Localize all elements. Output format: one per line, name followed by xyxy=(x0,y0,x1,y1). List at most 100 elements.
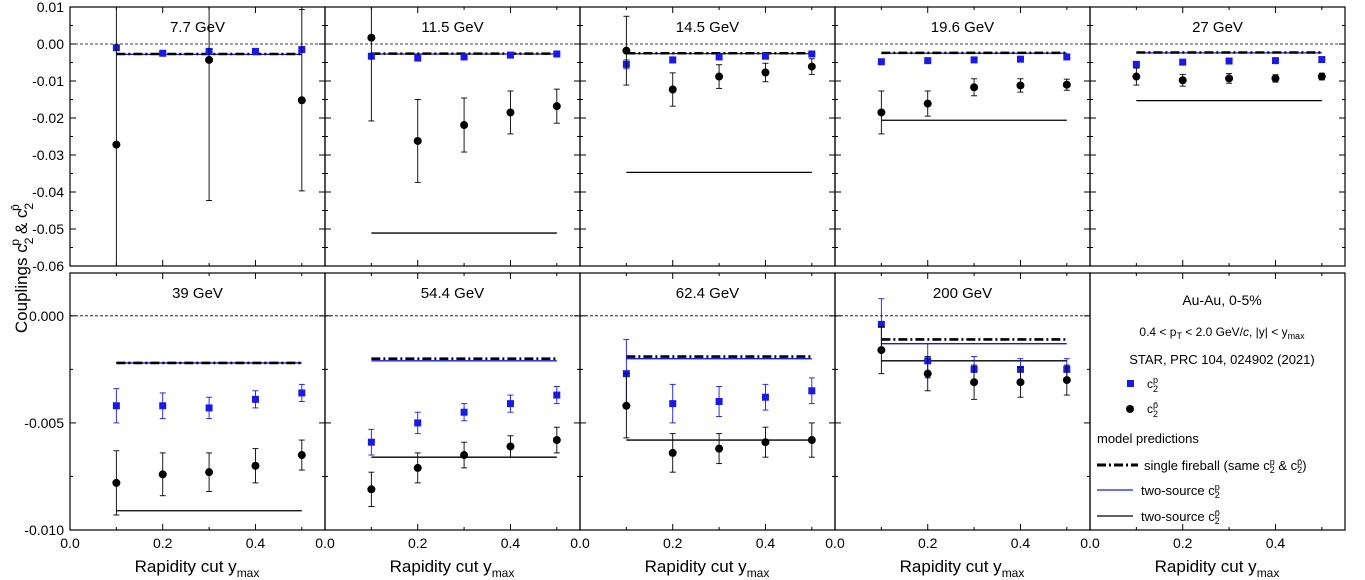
y-tick-label: 0.000 xyxy=(29,308,64,324)
data-points xyxy=(367,7,561,183)
x-tick-label: 0.0 xyxy=(60,535,80,551)
proton-point xyxy=(669,56,677,64)
panel-200-gev: 0.0 0.2 0.4 200 GeV xyxy=(825,272,1091,551)
legend-antiproton-marker xyxy=(1126,405,1134,413)
antiproton-point xyxy=(112,140,121,149)
proton-point xyxy=(205,404,213,412)
antiproton-point xyxy=(877,346,886,355)
antiproton-point xyxy=(460,451,469,460)
data-points xyxy=(877,298,1071,400)
proton-point xyxy=(112,402,120,410)
antiproton-point xyxy=(413,136,422,145)
x-axis-title: Rapidity cut ymax xyxy=(135,557,260,580)
x-tick-label: 0.4 xyxy=(1266,535,1286,551)
antiproton-point xyxy=(367,485,376,494)
panel-frame xyxy=(69,6,326,267)
panel-frame xyxy=(1089,6,1346,267)
y-tick-label: -0.05 xyxy=(32,221,64,237)
proton-point xyxy=(808,387,816,395)
legend-cuts: 0.4 < pT < 2.0 GeV/c, |y| < ymax xyxy=(1139,325,1305,341)
panel-frame xyxy=(324,6,581,267)
antiproton-point xyxy=(158,470,167,479)
data-points xyxy=(622,338,816,473)
panel-27-gev: 27 GeV xyxy=(1089,6,1346,267)
antiproton-point xyxy=(807,436,816,445)
panel-title: 27 GeV xyxy=(1192,19,1243,36)
panel-14-5-gev: 14.5 GeV xyxy=(579,6,836,267)
legend: Au-Au, 0-5% 0.4 < pT < 2.0 GeV/c, |y| < … xyxy=(1097,292,1315,526)
proton-point xyxy=(251,395,259,403)
y-tick-label: -0.06 xyxy=(32,258,64,274)
antiproton-point xyxy=(112,478,121,487)
antiproton-point xyxy=(205,468,214,477)
panel-title: 14.5 GeV xyxy=(676,19,739,36)
panel-frame xyxy=(579,6,836,267)
antiproton-point xyxy=(1016,378,1025,387)
antiproton-point xyxy=(622,401,631,410)
proton-point xyxy=(553,391,561,399)
proton-point xyxy=(715,53,723,61)
data-points xyxy=(112,383,306,516)
y-tick-label: -0.03 xyxy=(32,147,64,163)
x-tick-label: 0.0 xyxy=(315,535,335,551)
antiproton-point xyxy=(506,442,515,451)
y-axis-title: Couplings c2p & c2p̄ xyxy=(8,203,36,334)
proton-point xyxy=(1179,58,1187,66)
x-tick-label: 0.4 xyxy=(501,535,521,551)
panel-7-7-gev: 0.01 0.00 -0.01 -0.02 -0.03 -0.04 -0.05 -0.06 7.… xyxy=(32,0,326,274)
proton-point xyxy=(553,50,561,58)
x-axis-title: Rapidity cut ymax xyxy=(390,557,515,580)
y-tick-label: -0.01 xyxy=(32,73,64,89)
antiproton-point xyxy=(251,461,260,470)
panel-frame xyxy=(834,272,1091,531)
proton-point xyxy=(970,56,978,64)
proton-point xyxy=(1063,53,1071,61)
legend-proton-marker xyxy=(1127,380,1134,387)
antiproton-point xyxy=(877,108,886,117)
antiproton-point xyxy=(413,463,422,472)
x-tick-label: 0.4 xyxy=(1011,535,1031,551)
panel-62-4-gev: 0.0 0.2 0.4 62.4 GeV xyxy=(570,272,836,551)
antiproton-point xyxy=(1225,74,1234,83)
y-tick-label: -0.04 xyxy=(32,184,64,200)
panels: 0.01 0.00 -0.01 -0.02 -0.03 -0.04 -0.05 -0.06 7.… xyxy=(24,0,1346,551)
y-tick-label: -0.005 xyxy=(24,415,64,431)
panel-title: 200 GeV xyxy=(933,285,992,302)
antiproton-point xyxy=(506,108,515,117)
panel-frame xyxy=(834,6,1091,267)
antiproton-point xyxy=(552,436,561,445)
panel-legend: 0.0 0.2 0.4 xyxy=(1080,272,1346,551)
x-tick-label: 0.2 xyxy=(408,535,428,551)
legend-two-source-pbar-label: two-source c2p̄ xyxy=(1141,508,1220,526)
panel-frame xyxy=(324,272,581,531)
proton-point xyxy=(877,58,885,66)
proton-point xyxy=(877,320,885,328)
data-points xyxy=(1132,56,1326,87)
proton-point xyxy=(1318,56,1326,64)
y-tick-label: -0.02 xyxy=(32,110,64,126)
antiproton-point xyxy=(297,96,306,105)
x-tick-label: 0.2 xyxy=(918,535,938,551)
antiproton-point xyxy=(668,85,677,94)
x-tick-label: 0.0 xyxy=(1080,535,1100,551)
legend-antiproton-label: c2p̄ xyxy=(1147,400,1158,419)
proton-point xyxy=(1016,55,1024,63)
panel-title: 54.4 GeV xyxy=(421,285,484,302)
x-axis-title: Rapidity cut ymax xyxy=(1155,557,1280,580)
proton-point xyxy=(506,400,514,408)
x-axis-title: Rapidity cut ymax xyxy=(645,557,770,580)
antiproton-point xyxy=(1132,72,1141,81)
antiproton-point xyxy=(1062,80,1071,89)
proton-point xyxy=(669,400,677,408)
antiproton-point xyxy=(297,451,306,460)
x-tick-label: 0.2 xyxy=(153,535,173,551)
x-tick-label: 0.2 xyxy=(663,535,683,551)
legend-system: Au-Au, 0-5% xyxy=(1182,292,1261,308)
proton-point xyxy=(159,402,167,410)
panel-title: 7.7 GeV xyxy=(170,19,225,36)
antiproton-point xyxy=(367,33,376,42)
data-points xyxy=(367,386,561,507)
proton-point xyxy=(367,438,375,446)
proton-point xyxy=(1271,57,1279,65)
